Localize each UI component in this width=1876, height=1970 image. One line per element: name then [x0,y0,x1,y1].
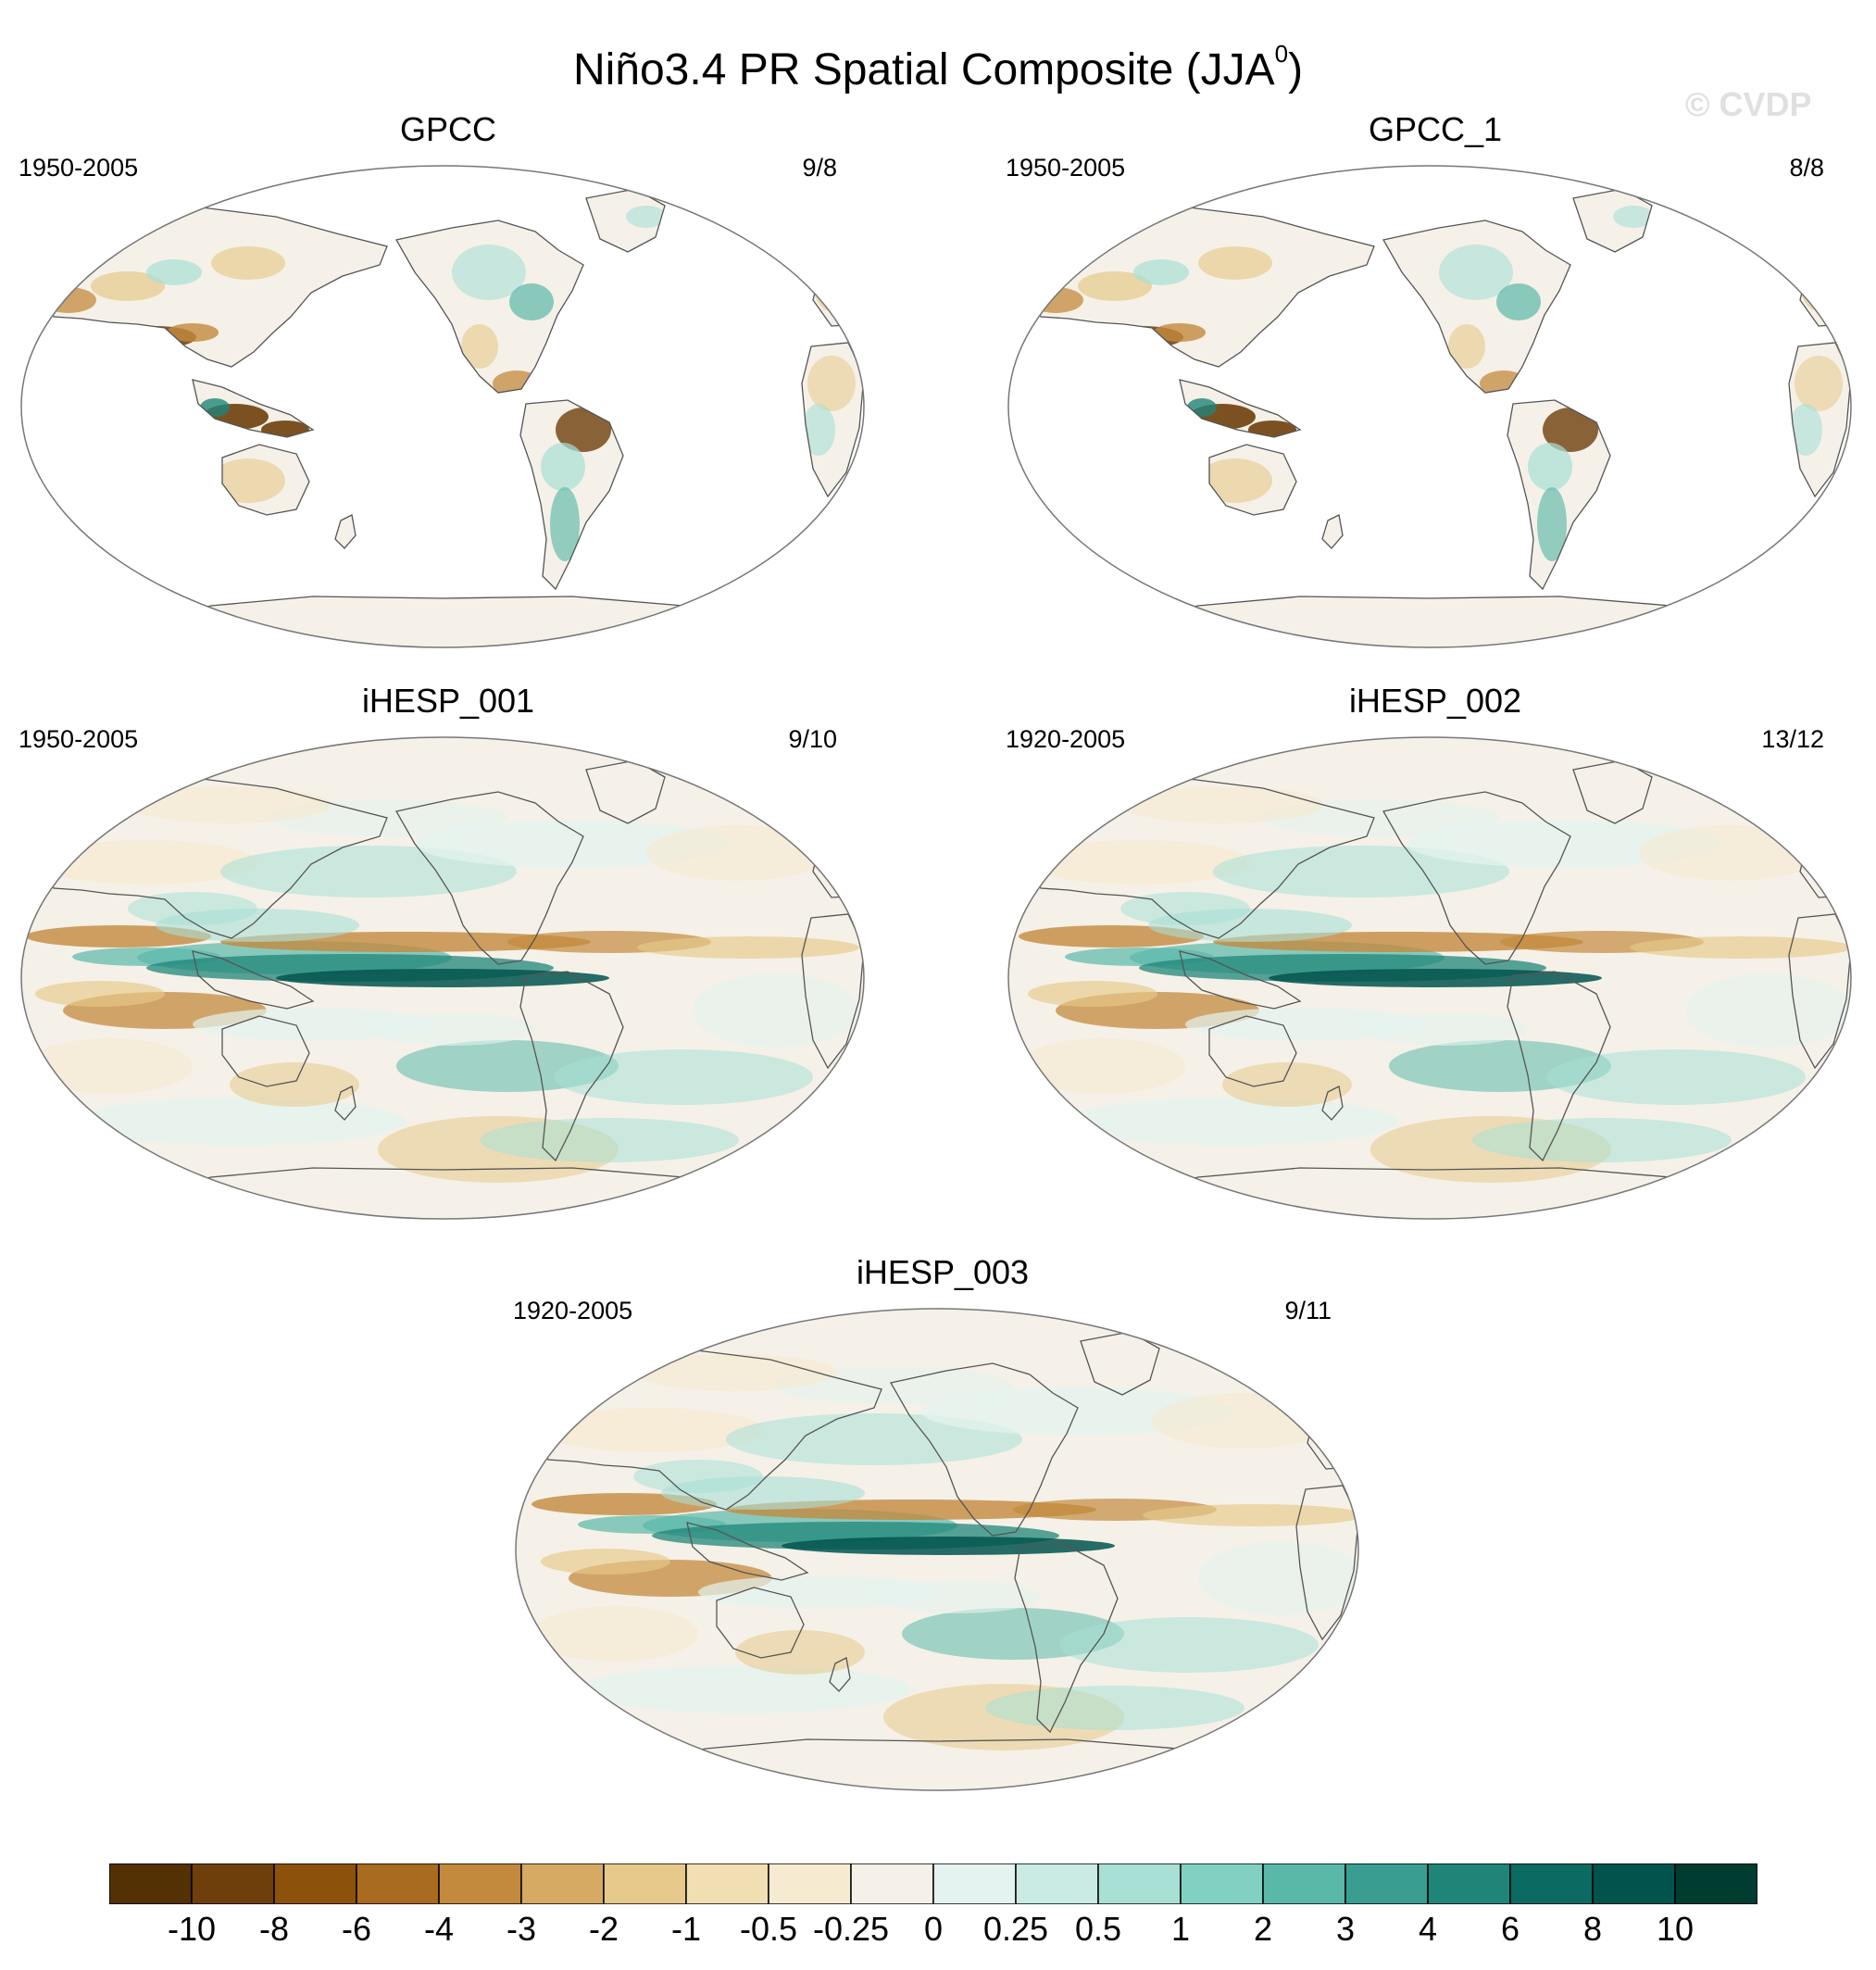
map-panel-ihesp-001: iHESP_001 1950-2005 9/10 [13,681,883,1236]
colorbar-tick-label: 3 [1335,1910,1356,1948]
colorbar-swatch [1097,1863,1182,1904]
colorbar-swatch [191,1863,275,1904]
panel-period: 1950-2005 [19,154,139,182]
panel-count: 9/10 [788,725,837,753]
south-america-outline [519,399,624,591]
colorbar-tick-label: 1 [1170,1910,1191,1948]
australia-outline [716,1587,805,1659]
colorbar-tick-label: -0.25 [812,1910,890,1948]
south-america-outline [519,971,624,1162]
indochina-islands-outline [192,950,315,1010]
indochina-islands-outline [1179,379,1302,438]
colorbar-swatch [850,1863,934,1904]
colorbar-swatch [685,1863,769,1904]
south-america-outline [1507,399,1611,591]
panel-title: iHESP_002 [1348,682,1522,720]
north-america-outline [394,220,584,394]
colorbar-swatch [356,1863,440,1904]
colorbar-tick-label: -8 [258,1910,290,1948]
map-panel-gpcc: GPCC 1950-2005 9/8 [13,109,883,665]
colorbar-swatch [1592,1863,1676,1904]
colorbar-tick-label: -0.5 [739,1910,798,1948]
colorbar-swatch [438,1863,522,1904]
indochina-islands-outline [686,1522,809,1581]
eurasia-outline [1031,778,1375,939]
colorbar-tick-label: 8 [1582,1910,1603,1948]
colorbar-swatch [1015,1863,1099,1904]
south-america-outline [1507,971,1611,1162]
panel-title: GPCC [399,110,496,148]
colorbar-swatch [1674,1863,1757,1904]
world-map [20,165,865,648]
eurasia-outline [538,1349,882,1511]
colorbar-swatch [1509,1863,1594,1904]
panel-title: GPCC_1 [1368,110,1503,148]
new-zealand-outline [829,1657,851,1692]
panel-period: 1950-2005 [19,725,139,753]
panel-title: iHESP_001 [361,682,535,720]
world-map [1007,736,1852,1220]
map-panel-ihesp-003: iHESP_003 1920-2005 9/11 [507,1252,1378,1808]
figure-title: Niño3.4 PR Spatial Composite (JJA0) [572,40,1304,94]
colorbar-swatch [1262,1863,1346,1904]
colorbar-tick-label: -6 [341,1910,372,1948]
north-america-outline [1382,220,1571,394]
colorbar-swatch [1427,1863,1511,1904]
colorbar-tick-label: 0.25 [982,1910,1049,1948]
colorbar-swatch [932,1863,1017,1904]
colorbar-tick-label: 0.5 [1074,1910,1122,1948]
new-zealand-outline [1321,514,1344,549]
colorbar-swatch [109,1863,193,1904]
australia-outline [221,1015,310,1087]
world-map [1007,165,1852,648]
colorbar-swatch [1344,1863,1429,1904]
south-america-outline [1014,1542,1119,1734]
panel-count: 9/8 [802,154,837,182]
cvdp-watermark: © CVDP [1685,85,1812,123]
colorbar-tick-label: 4 [1418,1910,1438,1948]
colorbar-tick-label: -3 [506,1910,537,1948]
colorbar-swatch [1180,1863,1264,1904]
panel-period: 1950-2005 [1006,154,1126,182]
indochina-islands-outline [1179,950,1302,1010]
world-map [20,736,865,1220]
colorbar-tick-label: -1 [670,1910,702,1948]
panel-count: 13/12 [1761,725,1824,753]
colorbar-swatch [273,1863,357,1904]
north-america-outline [394,791,584,965]
australia-outline [1208,444,1297,516]
colorbar-tick-label: 2 [1253,1910,1273,1948]
colorbar-swatch [603,1863,687,1904]
panel-period: 1920-2005 [1006,725,1126,753]
colorbar-swatch [520,1863,605,1904]
north-america-outline [889,1362,1079,1537]
panel-count: 9/11 [1284,1297,1332,1324]
colorbar-tick-label: -4 [423,1910,455,1948]
colorbar-tick-label: -2 [588,1910,619,1948]
eurasia-outline [1031,207,1375,368]
map-panel-ihesp-002: iHESP_002 1920-2005 13/12 [1000,681,1870,1236]
new-zealand-outline [334,514,356,549]
eurasia-outline [44,778,388,939]
colorbar-tick-label: -10 [167,1910,217,1948]
north-america-outline [1382,791,1571,965]
colorbar [109,1863,1757,1904]
colorbar-swatch [768,1863,852,1904]
panel-count: 8/8 [1789,154,1824,182]
new-zealand-outline [334,1085,356,1121]
map-panel-gpcc-1: GPCC_1 1950-2005 8/8 [1000,109,1870,665]
world-map [515,1308,1359,1791]
colorbar-tick-label: 0 [923,1910,944,1948]
indochina-islands-outline [192,379,315,438]
australia-outline [221,444,310,516]
colorbar-tick-label: 6 [1500,1910,1520,1948]
panel-period: 1920-2005 [513,1297,633,1324]
australia-outline [1208,1015,1297,1087]
panel-title: iHESP_003 [856,1253,1030,1291]
colorbar-tick-label: 10 [1656,1910,1695,1948]
eurasia-outline [44,207,388,368]
new-zealand-outline [1321,1085,1344,1121]
